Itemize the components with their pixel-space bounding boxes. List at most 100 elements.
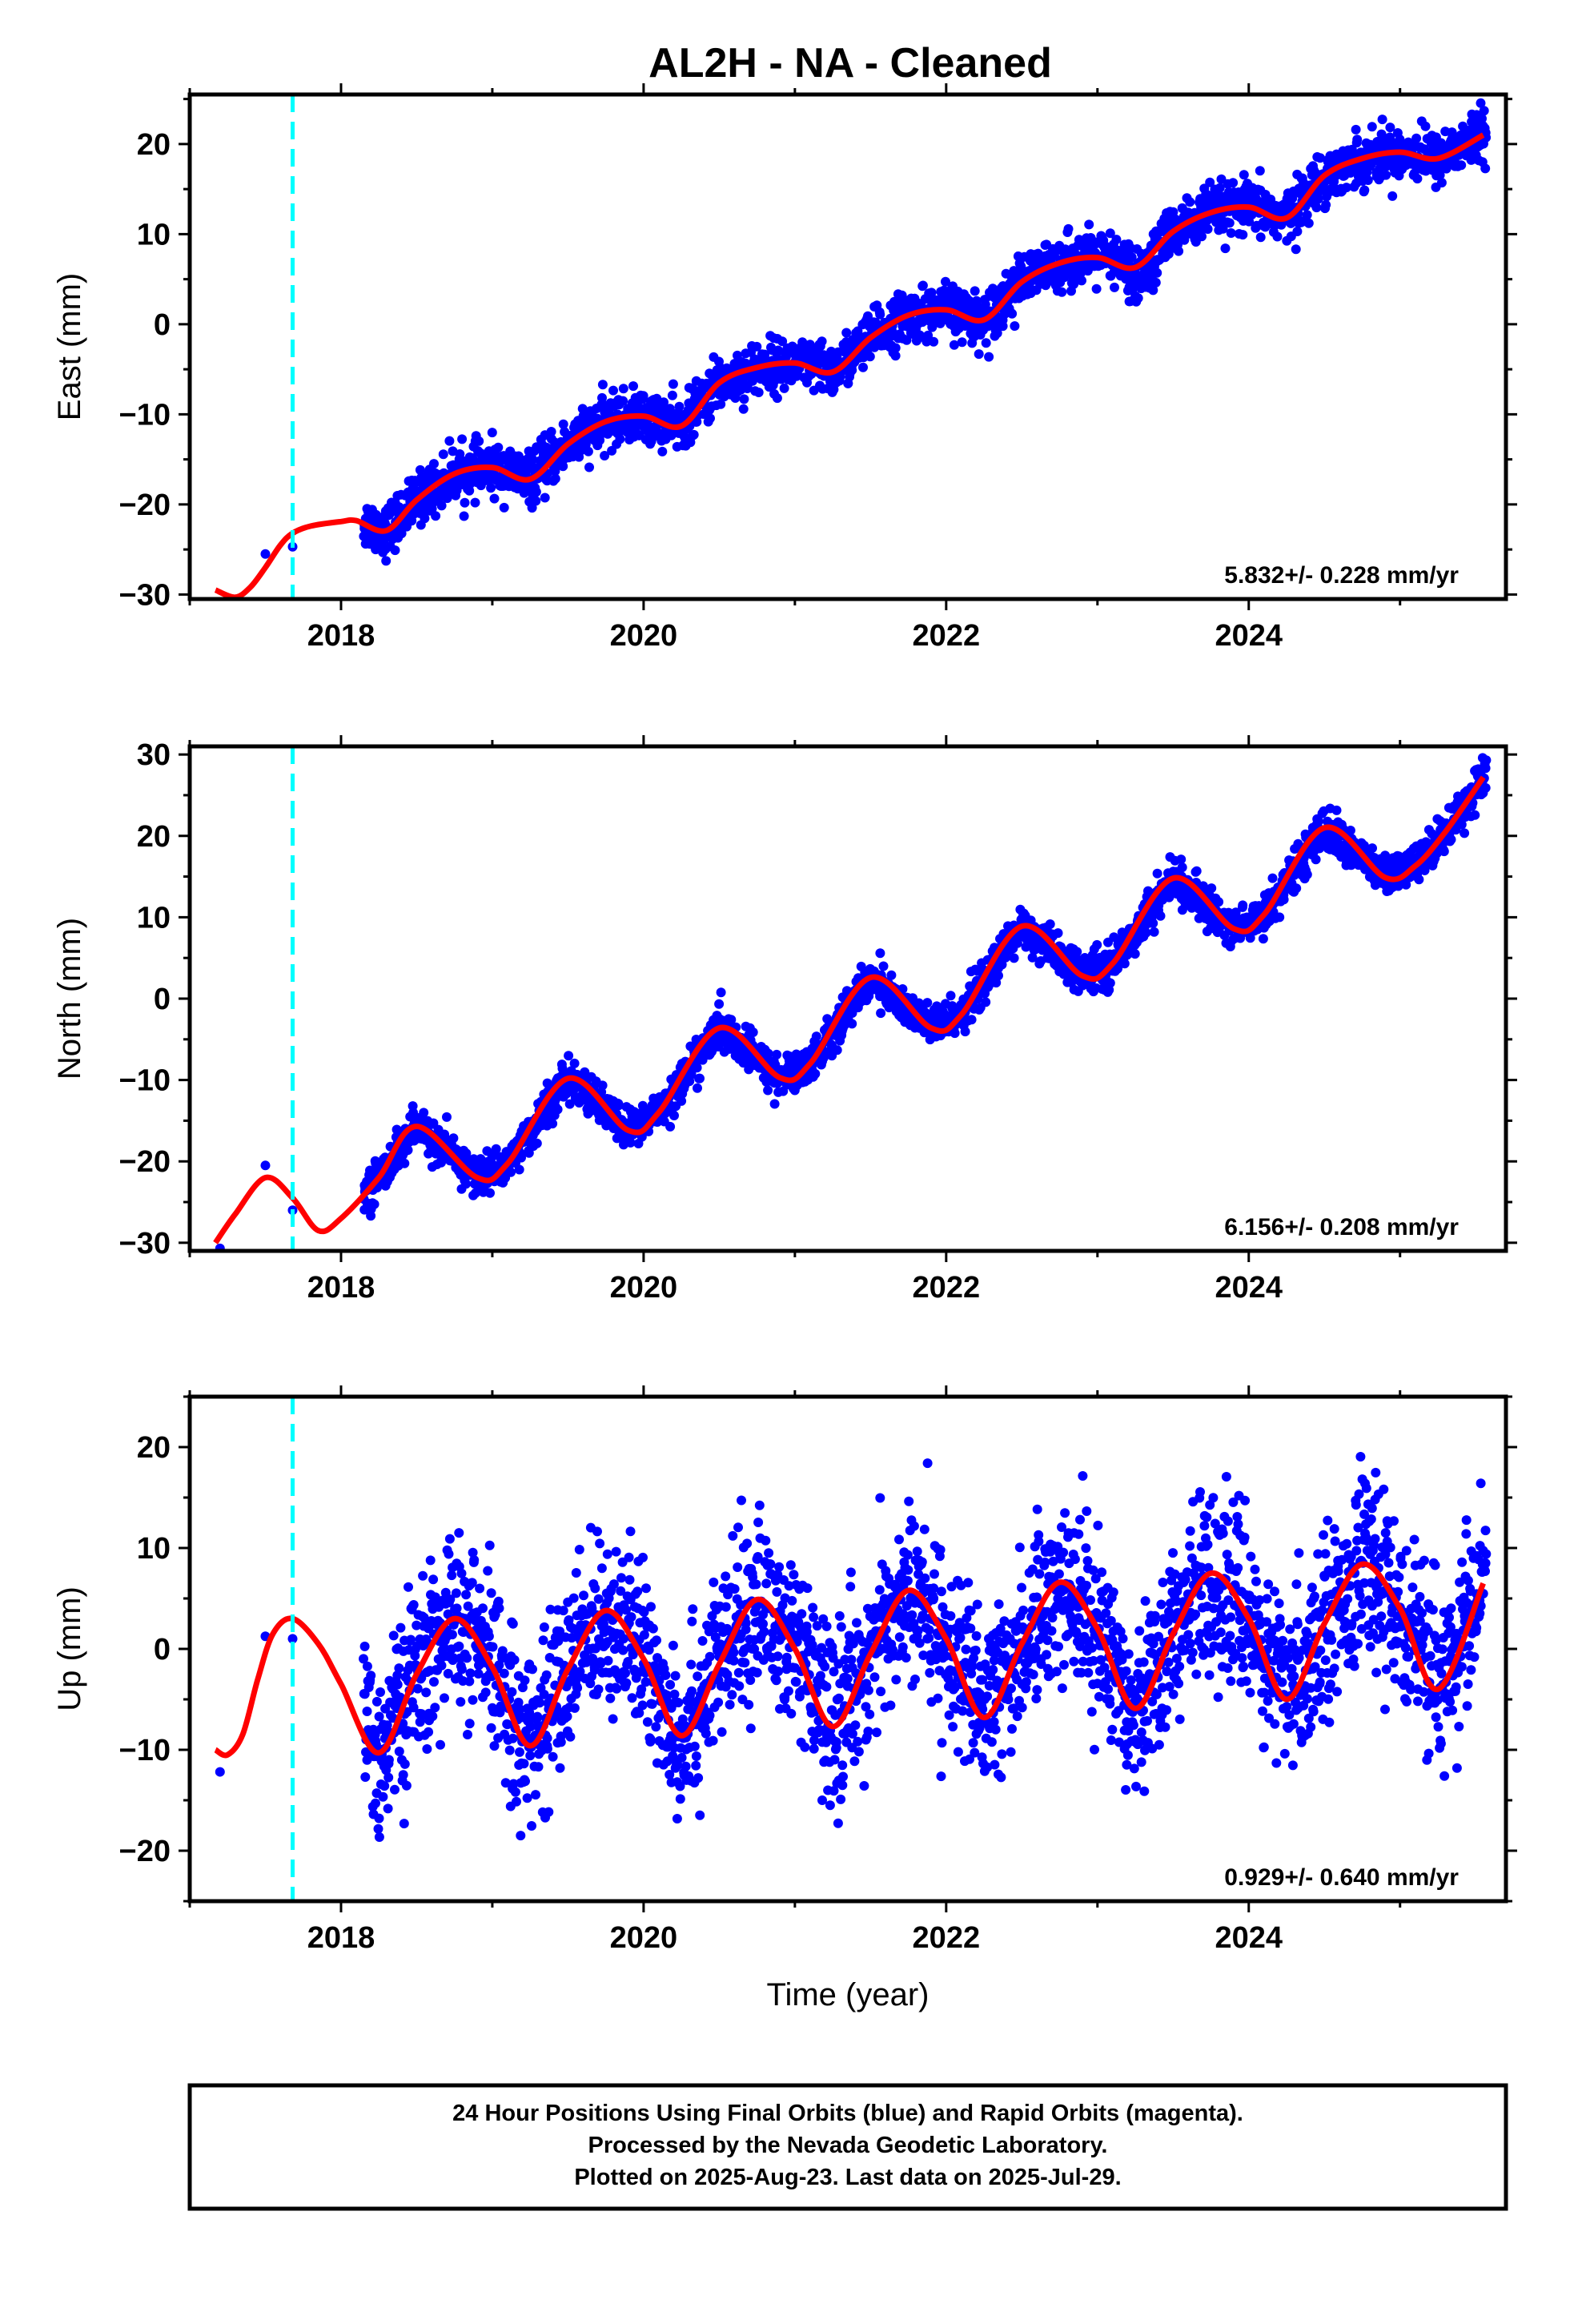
- data-point: [1105, 978, 1115, 988]
- data-point: [748, 1027, 758, 1037]
- data-point: [1205, 177, 1215, 187]
- data-point: [863, 311, 873, 321]
- data-point: [1458, 121, 1468, 131]
- data-point: [1255, 232, 1266, 243]
- data-point: [841, 328, 852, 338]
- data-point: [1367, 122, 1377, 132]
- data-point: [666, 430, 677, 440]
- east-plot-area: [214, 94, 1492, 599]
- data-point: [260, 1160, 271, 1171]
- data-point: [917, 280, 928, 291]
- data-point: [875, 309, 885, 320]
- data-point: [1477, 114, 1487, 124]
- data-point: [738, 404, 749, 414]
- data-point: [486, 483, 496, 493]
- data-point: [1311, 203, 1322, 213]
- data-point: [381, 556, 391, 566]
- data-point: [442, 493, 452, 504]
- data-point: [1111, 235, 1122, 245]
- data-point: [692, 1063, 702, 1073]
- data-point: [923, 330, 934, 340]
- data-point: [669, 1111, 679, 1120]
- x-tick-label: 2022: [913, 619, 981, 653]
- data-point: [1063, 223, 1074, 234]
- data-point: [1126, 252, 1137, 263]
- data-point: [1275, 912, 1285, 923]
- data-point: [1315, 153, 1325, 163]
- data-point: [1105, 228, 1115, 239]
- data-point: [1174, 246, 1184, 256]
- data-point: [878, 961, 889, 971]
- data-point: [779, 383, 789, 393]
- data-point: [524, 1148, 534, 1158]
- east-y-axis-label: East (mm): [52, 273, 87, 420]
- data-point: [777, 336, 788, 347]
- data-point: [1411, 133, 1422, 143]
- data-point: [546, 427, 556, 436]
- data-point: [665, 1121, 676, 1132]
- data-point: [1359, 840, 1369, 850]
- figure-title: AL2H - NA - Cleaned: [648, 40, 1052, 86]
- data-point: [1185, 197, 1195, 207]
- data-point: [981, 338, 991, 348]
- data-point: [1313, 816, 1323, 826]
- data-point: [1228, 178, 1239, 188]
- data-point: [1010, 321, 1020, 332]
- data-point: [890, 343, 901, 353]
- east-fit-line: [214, 132, 1485, 599]
- data-point: [1130, 949, 1140, 959]
- data-point: [1387, 191, 1398, 201]
- data-point: [957, 337, 967, 348]
- data-point: [716, 987, 726, 998]
- data-point: [810, 1068, 821, 1079]
- data-point: [564, 1051, 574, 1061]
- data-point: [436, 1157, 446, 1168]
- data-point: [1321, 199, 1331, 210]
- data-point: [1224, 218, 1235, 228]
- data-point: [1238, 900, 1248, 911]
- data-point: [950, 1028, 960, 1039]
- data-point: [470, 497, 480, 508]
- y-tick-label: 0: [154, 308, 171, 342]
- y-tick-label: −30: [119, 578, 171, 612]
- data-point: [1203, 224, 1213, 234]
- data-point: [984, 352, 994, 362]
- data-point: [506, 1167, 516, 1177]
- data-point: [584, 462, 594, 472]
- data-point: [1238, 230, 1248, 240]
- data-point: [981, 997, 991, 1007]
- data-point: [1072, 947, 1082, 957]
- data-point: [1302, 210, 1312, 220]
- data-point: [946, 991, 956, 1001]
- data-point: [548, 1119, 558, 1129]
- east-frame: [187, 92, 1508, 601]
- data-point: [489, 493, 500, 504]
- data-point: [994, 971, 1003, 981]
- data-point: [1377, 115, 1387, 125]
- data-point: [847, 1019, 857, 1029]
- data-point: [865, 352, 875, 362]
- data-point: [1476, 98, 1486, 108]
- data-point: [491, 1144, 501, 1154]
- data-point: [1385, 123, 1395, 133]
- data-point: [1191, 866, 1202, 876]
- data-point: [1053, 928, 1063, 939]
- data-point: [1481, 132, 1492, 143]
- data-point: [922, 998, 933, 1008]
- data-point: [1027, 952, 1038, 963]
- data-point: [886, 970, 897, 980]
- data-point: [474, 436, 484, 446]
- data-point: [514, 1164, 524, 1175]
- data-point: [618, 396, 628, 406]
- data-point: [1293, 838, 1303, 849]
- data-point: [1152, 868, 1162, 879]
- data-point: [1436, 178, 1447, 188]
- data-point: [1092, 939, 1102, 950]
- data-point: [431, 511, 441, 521]
- data-point: [419, 1108, 429, 1118]
- data-point: [1207, 883, 1217, 894]
- data-point: [1292, 227, 1303, 236]
- data-point: [1479, 106, 1489, 116]
